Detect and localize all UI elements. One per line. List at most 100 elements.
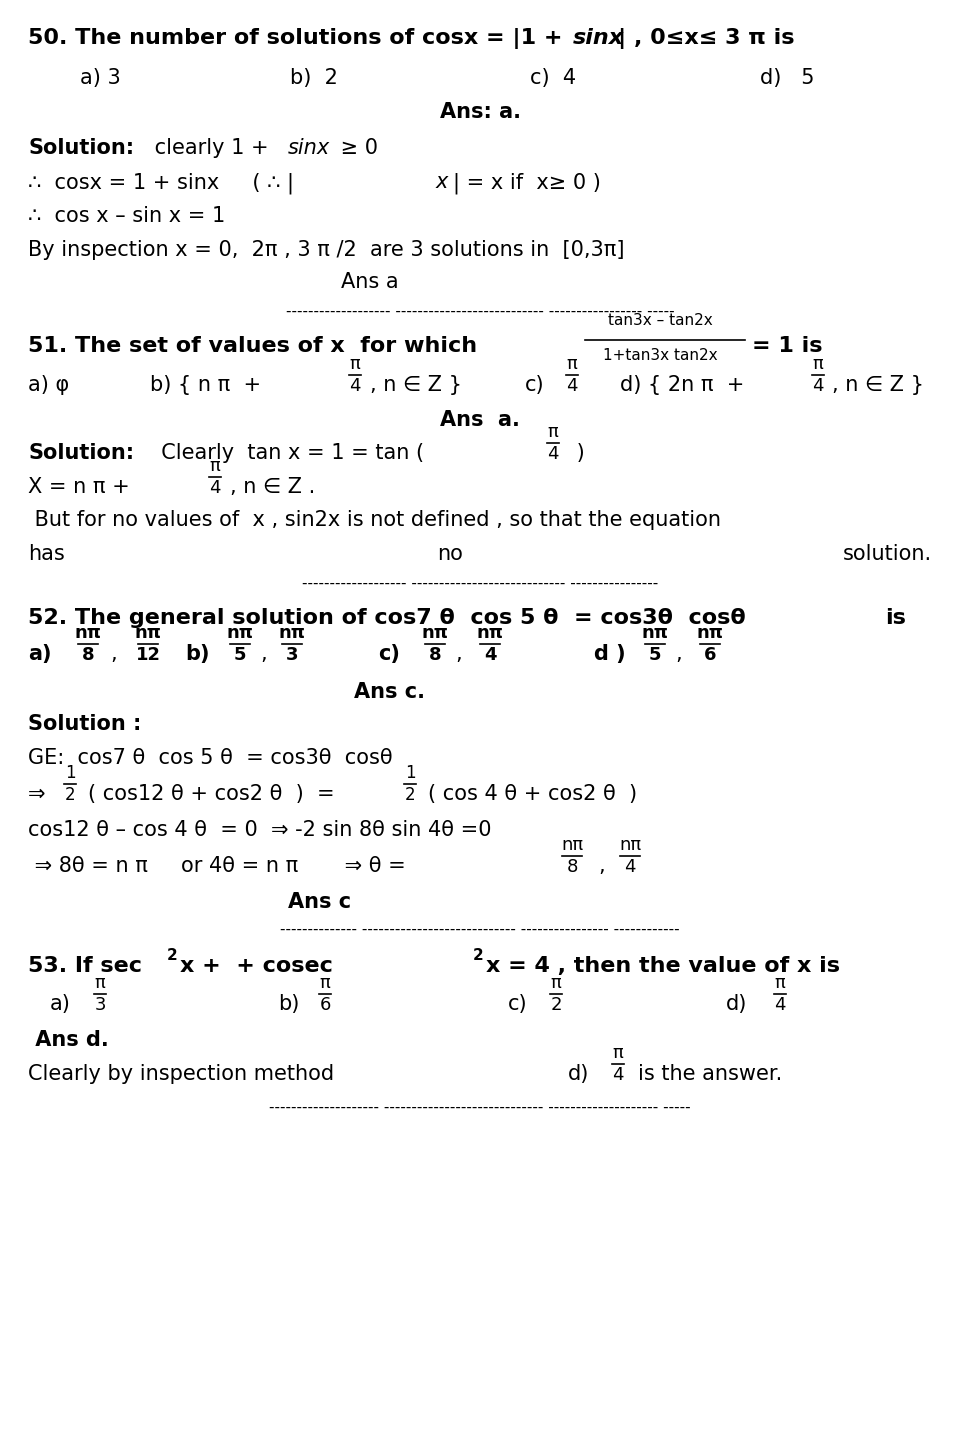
- Text: π: π: [320, 973, 330, 992]
- Text: 2: 2: [473, 947, 484, 963]
- Text: But for no values of  x , sin2x is not defined , so that the equation: But for no values of x , sin2x is not de…: [28, 510, 721, 531]
- Text: 8: 8: [429, 646, 442, 665]
- Text: -------------- ---------------------------- ---------------- ------------: -------------- -------------------------…: [280, 921, 680, 937]
- Text: c): c): [525, 375, 544, 395]
- Text: d)   5: d) 5: [760, 68, 814, 88]
- Text: 2: 2: [167, 947, 178, 963]
- Text: 52. The general solution of cos7 θ  cos 5 θ  = cos3θ  cosθ: 52. The general solution of cos7 θ cos 5…: [28, 609, 746, 629]
- Text: nπ: nπ: [697, 624, 724, 642]
- Text: is: is: [885, 609, 906, 629]
- Text: nπ: nπ: [641, 624, 668, 642]
- Text: π: π: [551, 973, 562, 992]
- Text: no: no: [437, 544, 463, 564]
- Text: a): a): [28, 645, 52, 663]
- Text: c): c): [508, 994, 528, 1014]
- Text: ,: ,: [675, 645, 682, 663]
- Text: ,: ,: [598, 857, 605, 875]
- Text: clearly 1 +: clearly 1 +: [148, 138, 276, 159]
- Text: 4: 4: [209, 479, 221, 497]
- Text: b) { n π  +: b) { n π +: [150, 375, 261, 395]
- Text: π: π: [547, 423, 559, 441]
- Text: ): ): [570, 443, 585, 463]
- Text: ( cos12 θ + cos2 θ  )  =: ( cos12 θ + cos2 θ ) =: [88, 784, 335, 805]
- Text: nπ: nπ: [421, 624, 448, 642]
- Text: 8: 8: [82, 646, 94, 665]
- Text: ------------------- --------------------------- ----------------- -----: ------------------- --------------------…: [286, 304, 674, 319]
- Text: | , 0≤x≤ 3 π is: | , 0≤x≤ 3 π is: [618, 27, 795, 49]
- Text: ( cos 4 θ + cos2 θ  ): ( cos 4 θ + cos2 θ ): [428, 784, 637, 805]
- Text: b): b): [278, 994, 300, 1014]
- Text: a): a): [50, 994, 71, 1014]
- Text: Solution:: Solution:: [28, 443, 134, 463]
- Text: d): d): [726, 994, 748, 1014]
- Text: π: π: [566, 355, 577, 373]
- Text: Ans c: Ans c: [288, 893, 351, 911]
- Text: tan3x – tan2x: tan3x – tan2x: [608, 313, 712, 327]
- Text: , n ∈ Z .: , n ∈ Z .: [230, 477, 315, 497]
- Text: solution.: solution.: [843, 544, 932, 564]
- Text: x: x: [436, 172, 448, 192]
- Text: nπ: nπ: [75, 624, 102, 642]
- Text: 4: 4: [812, 378, 824, 395]
- Text: π: π: [95, 973, 106, 992]
- Text: 5: 5: [649, 646, 661, 665]
- Text: ≥ 0: ≥ 0: [334, 138, 378, 159]
- Text: GE:  cos7 θ  cos 5 θ  = cos3θ  cosθ: GE: cos7 θ cos 5 θ = cos3θ cosθ: [28, 748, 393, 769]
- Text: Ans: a.: Ans: a.: [440, 102, 520, 123]
- Text: 8: 8: [566, 858, 578, 877]
- Text: nπ: nπ: [227, 624, 253, 642]
- Text: X = n π +: X = n π +: [28, 477, 130, 497]
- Text: cos12 θ – cos 4 θ  = 0  ⇒ -2 sin 8θ sin 4θ =0: cos12 θ – cos 4 θ = 0 ⇒ -2 sin 8θ sin 4θ…: [28, 820, 492, 841]
- Text: ∴  cos x – sin x = 1: ∴ cos x – sin x = 1: [28, 206, 226, 226]
- Text: b)  2: b) 2: [290, 68, 338, 88]
- Text: 1+tan3x tan2x: 1+tan3x tan2x: [603, 348, 717, 363]
- Text: 4: 4: [349, 378, 361, 395]
- Text: is the answer.: is the answer.: [638, 1064, 782, 1084]
- Text: d ): d ): [594, 645, 626, 663]
- Text: nπ: nπ: [134, 624, 161, 642]
- Text: 4: 4: [547, 446, 559, 463]
- Text: c): c): [378, 645, 400, 663]
- Text: π: π: [812, 355, 824, 373]
- Text: 1: 1: [405, 764, 416, 782]
- Text: 4: 4: [566, 378, 578, 395]
- Text: a) 3: a) 3: [80, 68, 121, 88]
- Text: ⇒: ⇒: [28, 784, 45, 805]
- Text: 53. If sec: 53. If sec: [28, 956, 142, 976]
- Text: ⇒ 8θ = n π     or 4θ = n π       ⇒ θ =: ⇒ 8θ = n π or 4θ = n π ⇒ θ =: [28, 857, 406, 875]
- Text: nπ: nπ: [278, 624, 305, 642]
- Text: 5: 5: [233, 646, 247, 665]
- Text: 51. The set of values of x  for which: 51. The set of values of x for which: [28, 336, 477, 356]
- Text: , n ∈ Z }: , n ∈ Z }: [370, 375, 462, 395]
- Text: = 1 is: = 1 is: [752, 336, 823, 356]
- Text: 3: 3: [286, 646, 299, 665]
- Text: 6: 6: [704, 646, 716, 665]
- Text: x = 4 , then the value of x is: x = 4 , then the value of x is: [486, 956, 840, 976]
- Text: 50. The number of solutions of cosx = |1 +: 50. The number of solutions of cosx = |1…: [28, 27, 570, 49]
- Text: -------------------- ----------------------------- -------------------- -----: -------------------- -------------------…: [269, 1100, 691, 1115]
- Text: 1: 1: [64, 764, 75, 782]
- Text: d) { 2n π  +: d) { 2n π +: [620, 375, 744, 395]
- Text: Solution :: Solution :: [28, 714, 141, 734]
- Text: nπ: nπ: [619, 836, 641, 854]
- Text: | = x if  x≥ 0 ): | = x if x≥ 0 ): [453, 172, 601, 193]
- Text: Ans a: Ans a: [341, 273, 398, 291]
- Text: Ans d.: Ans d.: [28, 1030, 108, 1050]
- Text: 2: 2: [64, 786, 75, 805]
- Text: ,: ,: [455, 645, 462, 663]
- Text: Ans  a.: Ans a.: [440, 410, 520, 430]
- Text: 4: 4: [612, 1066, 624, 1084]
- Text: 4: 4: [775, 996, 785, 1014]
- Text: sinx: sinx: [288, 138, 330, 159]
- Text: 6: 6: [320, 996, 330, 1014]
- Text: d): d): [568, 1064, 589, 1084]
- Text: c)  4: c) 4: [530, 68, 576, 88]
- Text: 4: 4: [484, 646, 496, 665]
- Text: a) φ: a) φ: [28, 375, 69, 395]
- Text: Clearly  tan x = 1 = tan (: Clearly tan x = 1 = tan (: [148, 443, 424, 463]
- Text: Clearly by inspection method: Clearly by inspection method: [28, 1064, 334, 1084]
- Text: 4: 4: [624, 858, 636, 877]
- Text: 2: 2: [550, 996, 562, 1014]
- Text: sinx: sinx: [573, 27, 624, 48]
- Text: ,: ,: [110, 645, 116, 663]
